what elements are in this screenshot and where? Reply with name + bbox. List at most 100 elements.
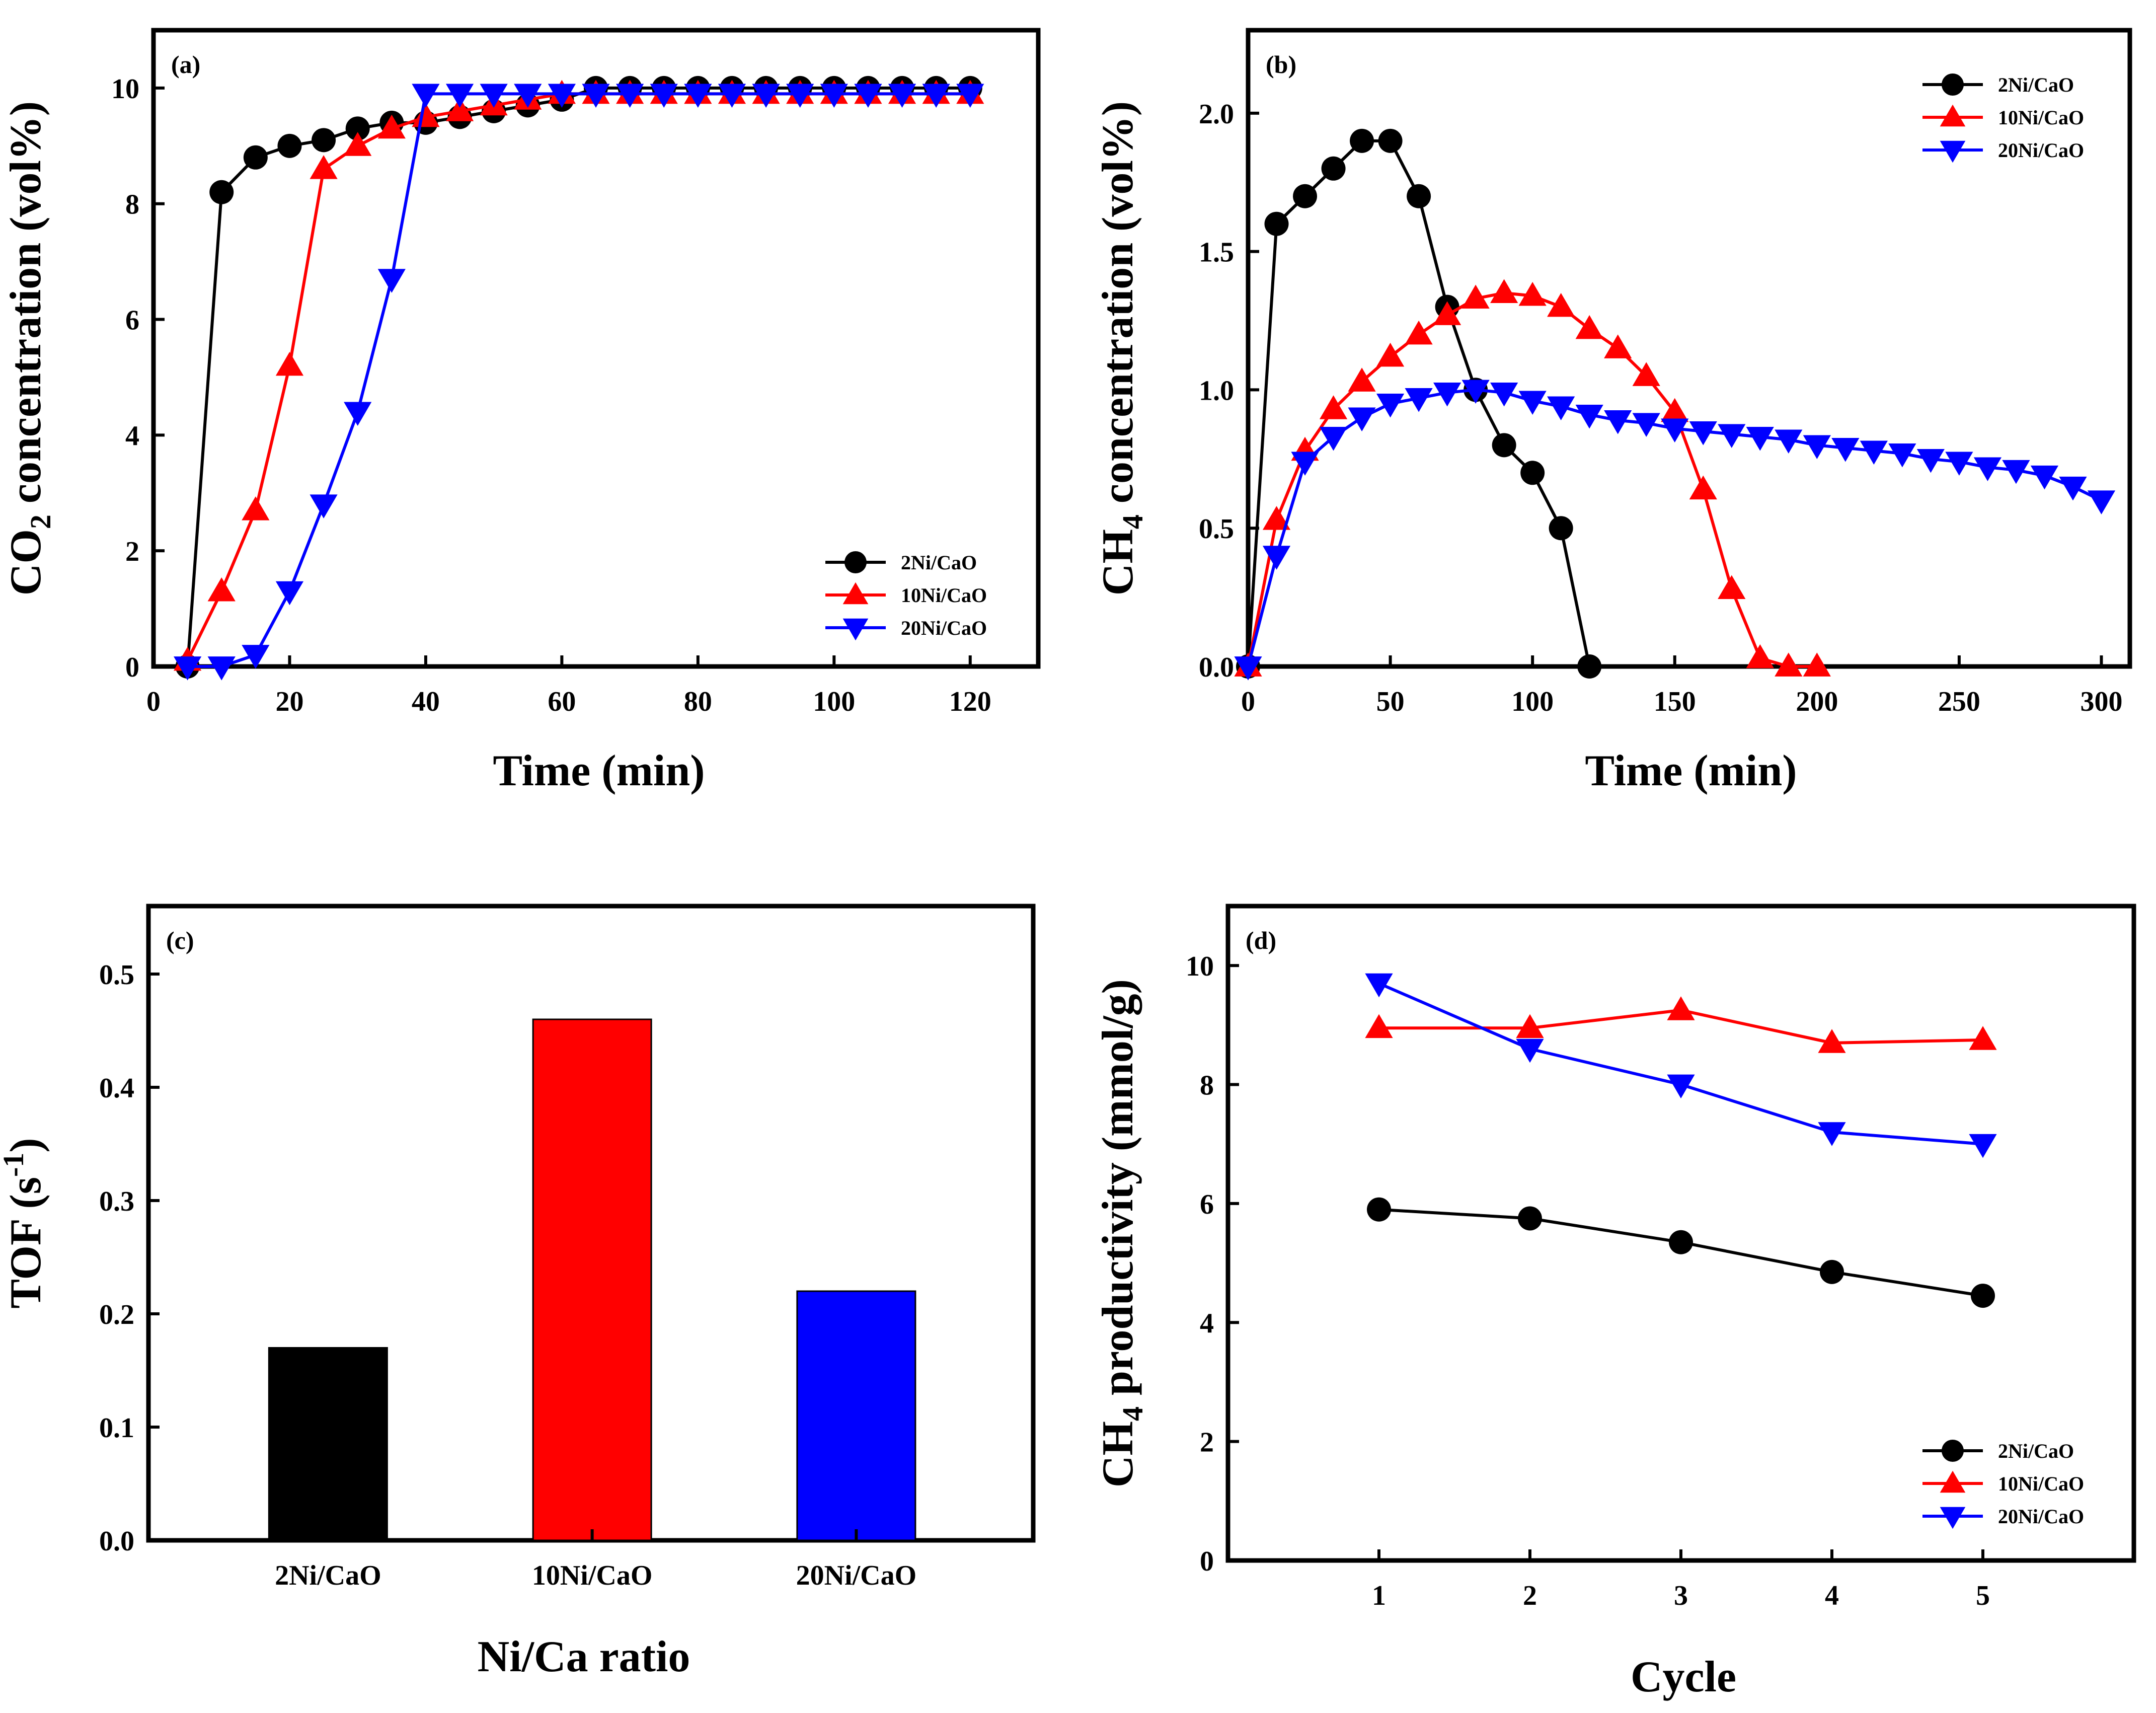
data-point — [1547, 396, 1575, 421]
data-point — [2059, 476, 2087, 501]
data-point — [1518, 281, 1547, 306]
x-tick-label: 100 — [813, 686, 855, 717]
y-axis-title: CO2 concentration (vol%) — [2, 101, 57, 595]
x-tick-label: 50 — [1376, 686, 1405, 717]
data-point — [344, 402, 372, 426]
y-axis-title-superscript: -1 — [0, 1153, 30, 1177]
y-tick-label: 10 — [1186, 951, 1214, 982]
data-point — [1407, 184, 1431, 208]
y-tick-label: 4 — [1200, 1308, 1214, 1339]
legend-label: 10Ni/CaO — [1998, 106, 2084, 129]
data-point — [1604, 334, 1632, 358]
data-point — [1860, 440, 1888, 465]
data-point — [1818, 1029, 1846, 1053]
data-point — [1547, 292, 1575, 317]
legend-label: 20Ni/CaO — [1998, 1505, 2084, 1528]
y-axis-title-part: concentration (vol%) — [2, 101, 50, 514]
legend-marker — [842, 582, 869, 605]
data-point — [1518, 391, 1547, 415]
y-axis-title-subscript: 4 — [1116, 1406, 1149, 1421]
x-tick-label: 200 — [1796, 686, 1838, 717]
data-point — [1718, 575, 1746, 599]
data-point — [1803, 652, 1831, 677]
data-point — [480, 84, 508, 108]
data-point — [1820, 1259, 1844, 1284]
legend-label: 10Ni/CaO — [1998, 1472, 2084, 1495]
data-point — [1234, 656, 1262, 681]
data-point — [1746, 644, 1774, 668]
data-point — [2002, 460, 2030, 484]
y-tick-label: 0.0 — [1199, 652, 1234, 683]
y-axis-title-part: CO — [2, 529, 50, 595]
legend-label: 2Ni/CaO — [1998, 1440, 2074, 1462]
x-tick-label: 5 — [1976, 1580, 1990, 1611]
data-point — [1319, 395, 1348, 419]
data-point — [1689, 475, 1717, 500]
panel-label: (b) — [1266, 50, 1296, 79]
data-point — [377, 269, 406, 293]
x-tick-label: 250 — [1938, 686, 1980, 717]
data-point — [1405, 388, 1433, 412]
x-tick-label: 0 — [146, 686, 161, 717]
series-line-1 — [186, 92, 970, 661]
data-point — [310, 494, 338, 518]
x-axis-title: Time (min) — [1585, 747, 1797, 795]
data-point — [956, 84, 984, 108]
data-point — [616, 84, 644, 108]
data-point — [1321, 156, 1346, 181]
data-point — [312, 128, 336, 153]
data-point — [1319, 426, 1348, 451]
plot-frame — [151, 28, 1041, 669]
data-point — [1969, 1026, 1997, 1050]
data-point — [412, 84, 440, 108]
y-tick-label: 1.0 — [1199, 375, 1234, 406]
data-point — [242, 496, 270, 520]
data-point — [2030, 465, 2059, 490]
data-point — [1348, 407, 1376, 431]
y-tick-label: 0.4 — [99, 1073, 134, 1104]
y-tick-label: 10 — [111, 73, 139, 105]
data-point — [1293, 184, 1318, 208]
y-tick-label: 8 — [125, 189, 139, 220]
data-point — [786, 84, 814, 108]
legend-marker — [1940, 140, 1966, 163]
data-point — [1516, 1038, 1544, 1063]
data-point — [1490, 279, 1518, 303]
data-point — [1376, 342, 1405, 367]
data-point — [1367, 1197, 1391, 1222]
x-tick-label: 40 — [412, 686, 440, 717]
data-point — [1350, 128, 1374, 153]
x-tick-label: 300 — [2080, 686, 2122, 717]
data-point — [377, 114, 406, 139]
data-point — [275, 351, 304, 376]
data-point — [888, 84, 916, 108]
x-tick-label: 20 — [275, 686, 303, 717]
legend-marker — [842, 618, 869, 641]
x-tick-label: 150 — [1654, 686, 1696, 717]
legend-marker — [1940, 1507, 1966, 1529]
x-tick-label: 120 — [949, 686, 991, 717]
y-tick-label: 0.5 — [1199, 513, 1234, 545]
data-point — [1969, 1134, 1997, 1158]
data-point — [1661, 418, 1689, 442]
data-point — [854, 84, 882, 108]
data-point — [2087, 490, 2116, 514]
y-axis-title: CH4 concentration (vol%) — [1094, 101, 1149, 595]
data-point — [1518, 1206, 1542, 1231]
y-tick-label: 8 — [1200, 1070, 1214, 1101]
data-point — [1746, 426, 1774, 451]
bar — [796, 1290, 916, 1541]
data-point — [1575, 315, 1603, 339]
legend-marker — [1942, 73, 1964, 96]
x-tick-label: 60 — [548, 686, 576, 717]
x-tick-label: 2Ni/CaO — [275, 1560, 381, 1591]
data-point — [1718, 424, 1746, 448]
y-tick-label: 0.0 — [99, 1526, 134, 1557]
y-axis-title-subscript: 4 — [1116, 514, 1149, 529]
y-axis-title-part: TOF (s — [2, 1177, 50, 1309]
x-tick-label: 1 — [1372, 1580, 1386, 1611]
data-point — [445, 97, 474, 121]
data-point — [1803, 435, 1831, 459]
x-tick-label: 80 — [684, 686, 712, 717]
